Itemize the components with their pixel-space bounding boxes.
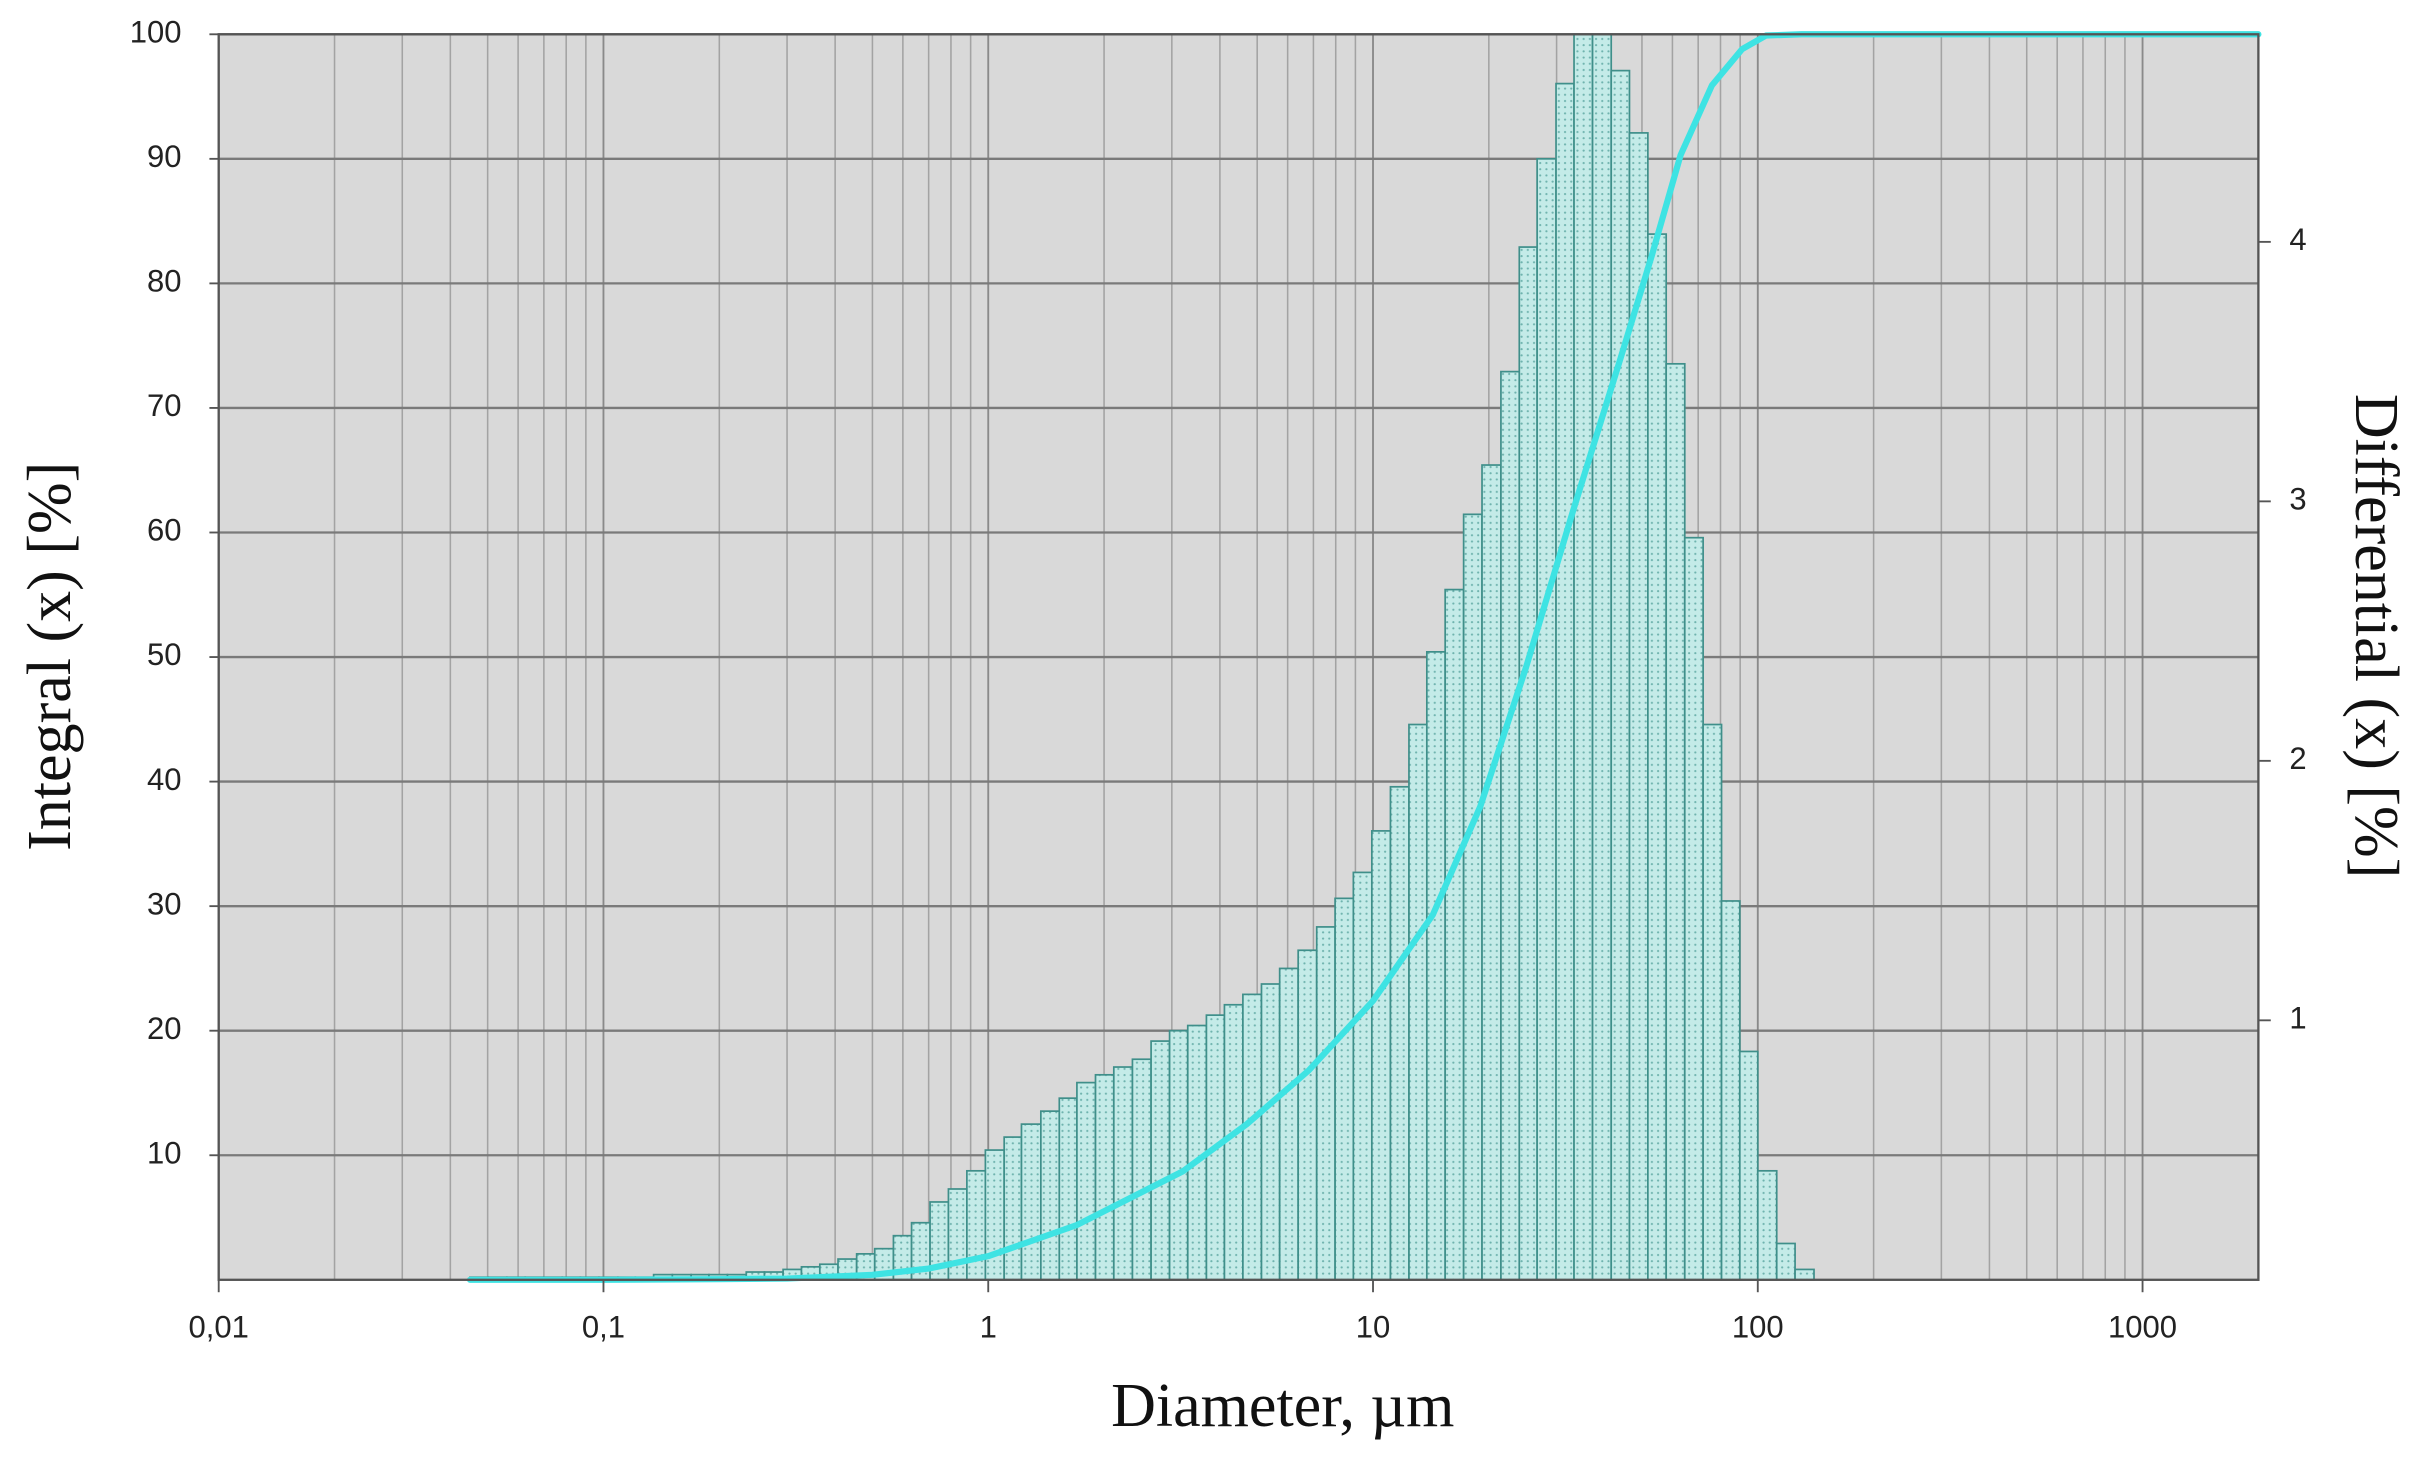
histogram-bar bbox=[1775, 1242, 1796, 1281]
histogram-bar bbox=[1058, 1097, 1078, 1281]
histogram-bar bbox=[1536, 157, 1557, 1281]
labels: 0,01 0,1 1 10 100 1000 10 20 30 40 50 60 70 80 90 100 1 2… bbox=[130, 14, 2307, 1344]
histogram-bar bbox=[1020, 1123, 1042, 1281]
x-tick-label: 100 bbox=[1732, 1310, 1784, 1345]
histogram-bar bbox=[1462, 513, 1483, 1281]
x-tick-label: 1000 bbox=[2108, 1310, 2177, 1345]
y-tick-label: 20 bbox=[147, 1011, 182, 1046]
marks bbox=[466, 31, 2262, 1283]
histogram-bar bbox=[1738, 1050, 1759, 1281]
histogram-bar bbox=[1352, 871, 1373, 1281]
cumulative-line bbox=[466, 31, 2262, 1283]
y-tick-label: 70 bbox=[147, 388, 182, 423]
histogram-bar bbox=[1756, 1169, 1778, 1281]
histogram-bar bbox=[1094, 1073, 1115, 1281]
histogram-bar bbox=[1003, 1136, 1023, 1281]
histogram-bar bbox=[1076, 1081, 1097, 1281]
histogram-bar bbox=[1444, 588, 1465, 1281]
y-tick-label: 40 bbox=[147, 762, 182, 797]
histogram-bar bbox=[1481, 464, 1502, 1281]
histogram-bar bbox=[1683, 536, 1704, 1281]
y-tick-label: 90 bbox=[147, 139, 182, 174]
histogram-bar bbox=[1278, 967, 1300, 1281]
histogram-bar bbox=[1370, 830, 1392, 1281]
y-tick-label: 50 bbox=[147, 637, 182, 672]
y-tick-label: 60 bbox=[147, 513, 182, 548]
y-axis-title: Integral (x) [%] bbox=[16, 462, 84, 851]
histogram-bar bbox=[1647, 233, 1668, 1281]
histogram-bar bbox=[1039, 1110, 1061, 1281]
histogram-bar bbox=[1242, 993, 1263, 1281]
histogram-bar bbox=[984, 1149, 1006, 1281]
histogram-bar bbox=[1610, 69, 1631, 1281]
histogram-bar bbox=[1112, 1066, 1134, 1281]
histogram-bar bbox=[1408, 723, 1428, 1281]
y2-tick-label: 4 bbox=[2289, 222, 2306, 257]
histogram-bar bbox=[1500, 370, 1521, 1281]
histogram-bar bbox=[1260, 983, 1281, 1281]
y-tick-label: 30 bbox=[147, 886, 182, 921]
x-tick-label: 0,01 bbox=[189, 1310, 249, 1345]
y-tick-label: 100 bbox=[130, 14, 182, 49]
histogram-bar bbox=[1794, 1268, 1815, 1281]
y2-tick-label: 2 bbox=[2289, 741, 2306, 776]
histogram-bar bbox=[1425, 651, 1447, 1281]
histogram-bar bbox=[1315, 926, 1336, 1281]
histogram-bar bbox=[1334, 897, 1355, 1281]
x-tick-label: 1 bbox=[980, 1310, 997, 1345]
x-axis-title: Diameter, µm bbox=[1111, 1372, 1454, 1440]
y-tick-label: 10 bbox=[147, 1135, 182, 1170]
x-tick-label: 0,1 bbox=[582, 1310, 625, 1345]
histogram-bar bbox=[1131, 1058, 1152, 1281]
y2-axis-title: Differential (x) [%] bbox=[2342, 394, 2410, 879]
histogram-bar bbox=[1168, 1029, 1189, 1281]
x-tick-label: 10 bbox=[1356, 1310, 1391, 1345]
histogram-bar bbox=[1591, 33, 1613, 1281]
histogram-bar bbox=[966, 1169, 987, 1281]
histogram-bar bbox=[1389, 785, 1410, 1281]
histogram-bar bbox=[1555, 82, 1575, 1281]
y-tick-label: 80 bbox=[147, 264, 182, 299]
y2-tick-label: 3 bbox=[2289, 482, 2306, 517]
histogram-bar bbox=[1297, 949, 1318, 1281]
histogram-bar bbox=[1720, 900, 1741, 1281]
histogram-bar bbox=[1702, 723, 1723, 1281]
y2-tick-label: 1 bbox=[2289, 1001, 2306, 1036]
histogram-bar bbox=[1665, 362, 1686, 1281]
histogram-bar bbox=[1573, 33, 1594, 1281]
histogram-bar bbox=[1150, 1040, 1171, 1281]
histogram-bar bbox=[1518, 246, 1538, 1281]
